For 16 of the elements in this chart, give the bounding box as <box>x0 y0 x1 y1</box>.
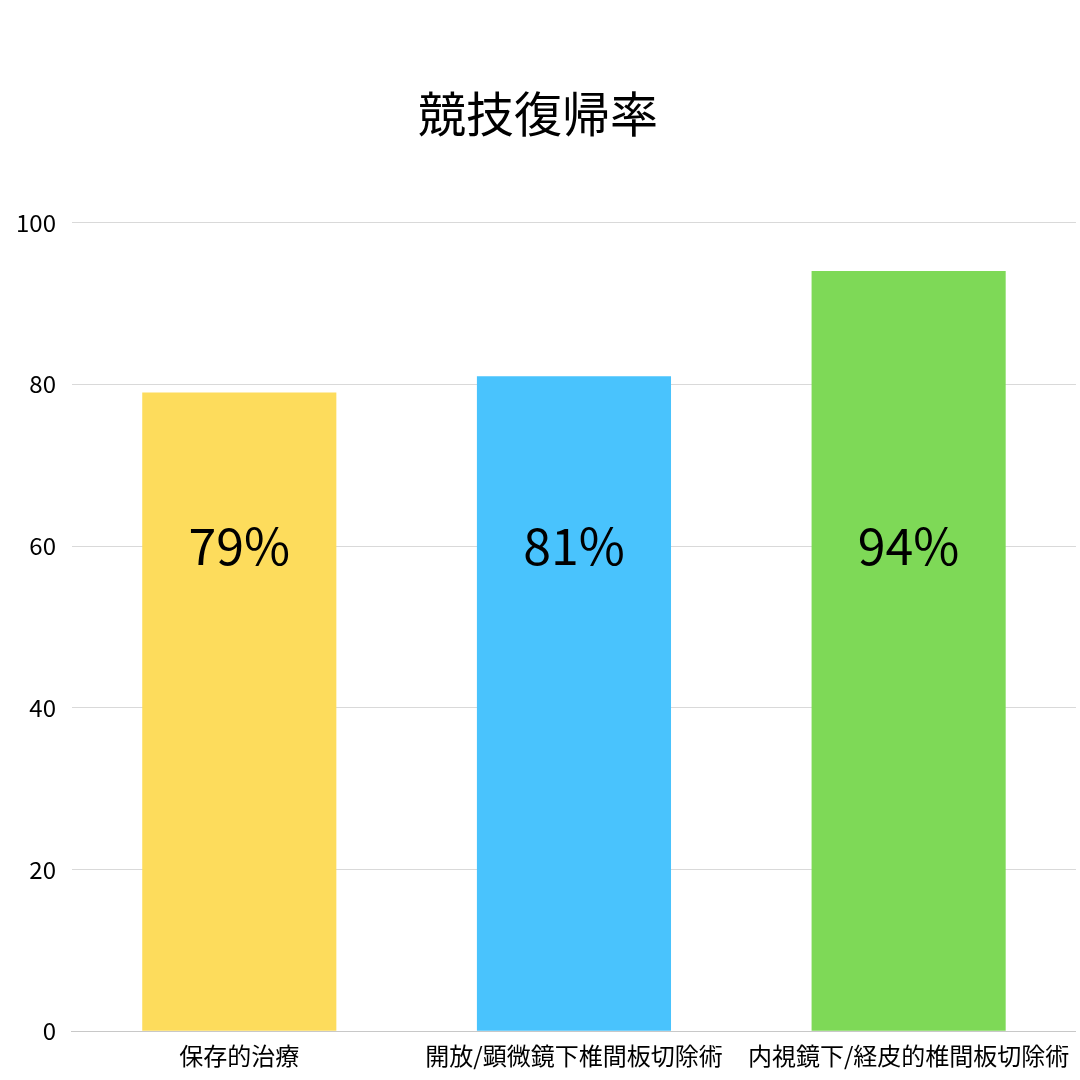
bar <box>142 392 337 1031</box>
y-tick-label: 60 <box>29 527 56 563</box>
y-tick-label: 0 <box>42 1012 56 1048</box>
bar <box>476 376 672 1031</box>
data-label: 81% <box>523 507 625 580</box>
x-tick-label: 開放/顕微鏡下椎間板切除術 <box>425 1036 723 1072</box>
data-label: 79% <box>188 507 291 580</box>
chart-title: 競技復帰率 <box>417 76 659 147</box>
data-label: 94% <box>857 507 960 580</box>
y-tick-label: 40 <box>29 688 56 724</box>
bar <box>811 271 1006 1031</box>
y-tick-label: 100 <box>15 203 56 239</box>
y-tick-label: 80 <box>29 365 56 401</box>
x-tick-label: 保存的治療 <box>179 1036 300 1072</box>
y-tick-label: 20 <box>29 850 56 886</box>
x-tick-label: 内視鏡下/経皮的椎間板切除術 <box>747 1036 1070 1072</box>
